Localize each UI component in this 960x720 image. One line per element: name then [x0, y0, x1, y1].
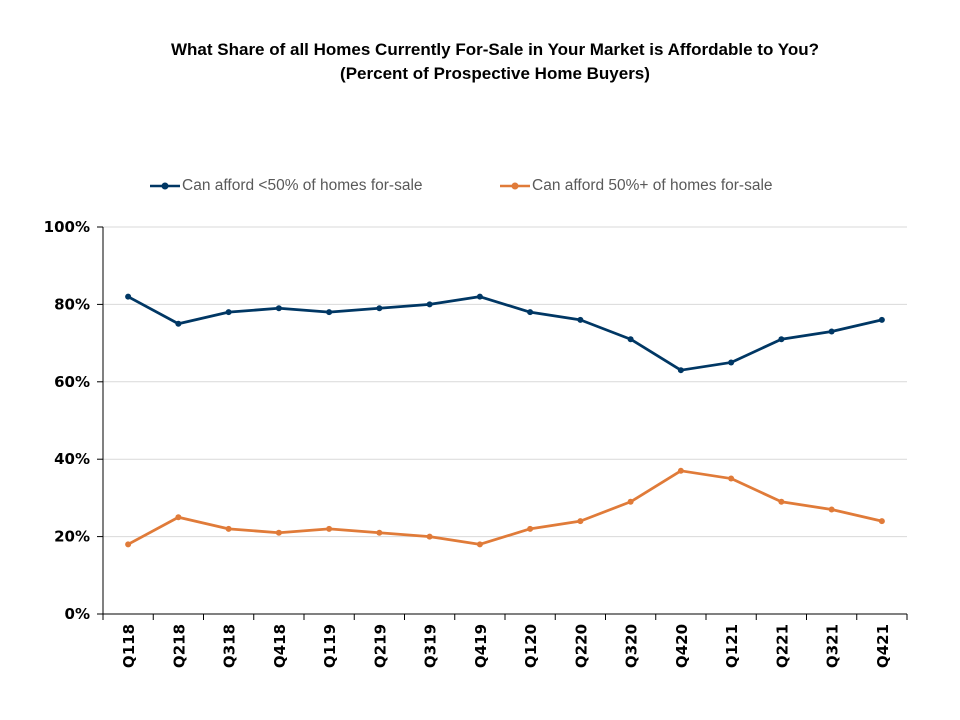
series-2-point-Q418	[275, 529, 282, 536]
x-tick-label-Q219: Q219	[371, 624, 389, 668]
x-tick-label-Q220: Q220	[572, 624, 590, 668]
x-tick-label-Q420: Q420	[673, 624, 691, 668]
series-2-point-Q320	[627, 498, 634, 505]
series-2-point-Q421	[878, 518, 885, 525]
series-1-point-Q421	[878, 316, 885, 323]
legend: Can afford <50% of homes for-sale Can af…	[0, 176, 960, 196]
series-1-point-Q321	[828, 328, 835, 335]
x-tick-label-Q318: Q318	[221, 624, 239, 668]
x-tick-label-Q320: Q320	[623, 624, 641, 668]
x-tick-label-Q221: Q221	[773, 624, 791, 668]
series-1-point-Q120	[527, 309, 534, 316]
series-2-point-Q219	[376, 529, 383, 536]
series-1-point-Q319	[426, 301, 433, 308]
series-1-point-Q219	[376, 305, 383, 312]
legend-label-series-1: Can afford <50% of homes for-sale	[182, 177, 423, 194]
series-2-point-Q218	[175, 514, 182, 521]
chart-subtitle: (Percent of Prospective Home Buyers)	[340, 64, 650, 83]
series-2-point-Q120	[527, 525, 534, 532]
x-tick-label-Q120: Q120	[522, 624, 540, 668]
series-1-point-Q121	[728, 359, 735, 366]
series-line-1	[127, 295, 883, 372]
x-tick-label-Q418: Q418	[271, 624, 289, 668]
series-2-point-Q119	[326, 525, 333, 532]
series-2-point-Q118	[125, 541, 132, 548]
legend-swatch-series-2	[500, 182, 530, 190]
chart-title: What Share of all Homes Currently For-Sa…	[171, 40, 819, 59]
legend-label-series-2: Can afford 50%+ of homes for-sale	[532, 177, 773, 194]
x-tick-label-Q419: Q419	[472, 624, 490, 668]
series-1-point-Q220	[577, 316, 584, 323]
x-tick-label-Q118: Q118	[120, 624, 138, 668]
x-tick-label-Q319: Q319	[422, 624, 440, 668]
y-tick-label-3: 60%	[54, 373, 90, 391]
series-1-point-Q118	[125, 293, 132, 300]
y-tick-label-1: 20%	[54, 528, 90, 546]
y-tick-label-5: 100%	[44, 218, 90, 236]
series-1-point-Q419	[476, 293, 483, 300]
chart-title-block: What Share of all Homes Currently For-Sa…	[0, 38, 960, 86]
legend-item-series-2: Can afford 50%+ of homes for-sale	[500, 176, 773, 196]
legend-swatch-series-1	[150, 182, 180, 190]
y-tick-label-4: 80%	[54, 295, 90, 313]
series-1-point-Q318	[225, 309, 232, 316]
y-tick-label-2: 40%	[54, 450, 90, 468]
series-1-point-Q221	[778, 336, 785, 343]
series-1-point-Q119	[326, 309, 333, 316]
series-1-point-Q218	[175, 320, 182, 327]
y-tick-label-0: 0%	[65, 605, 90, 623]
x-tick-label-Q421: Q421	[874, 624, 892, 668]
series-2-point-Q220	[577, 518, 584, 525]
series-line-2	[127, 469, 883, 546]
x-tick-label-Q119: Q119	[321, 624, 339, 668]
series-1-point-Q418	[275, 305, 282, 312]
series-2-point-Q420	[677, 467, 684, 474]
series-1-point-Q320	[627, 336, 634, 343]
series-2-point-Q318	[225, 525, 232, 532]
x-tick-label-Q321: Q321	[824, 624, 842, 668]
series-2-point-Q319	[426, 533, 433, 540]
series-2-point-Q221	[778, 498, 785, 505]
series-2-point-Q419	[476, 541, 483, 548]
x-tick-label-Q218: Q218	[170, 624, 188, 668]
x-tick-label-Q121: Q121	[723, 624, 741, 668]
legend-item-series-1: Can afford <50% of homes for-sale	[150, 176, 423, 196]
series-2-point-Q321	[828, 506, 835, 513]
series-1-point-Q420	[677, 367, 684, 374]
series-2-point-Q121	[728, 475, 735, 482]
